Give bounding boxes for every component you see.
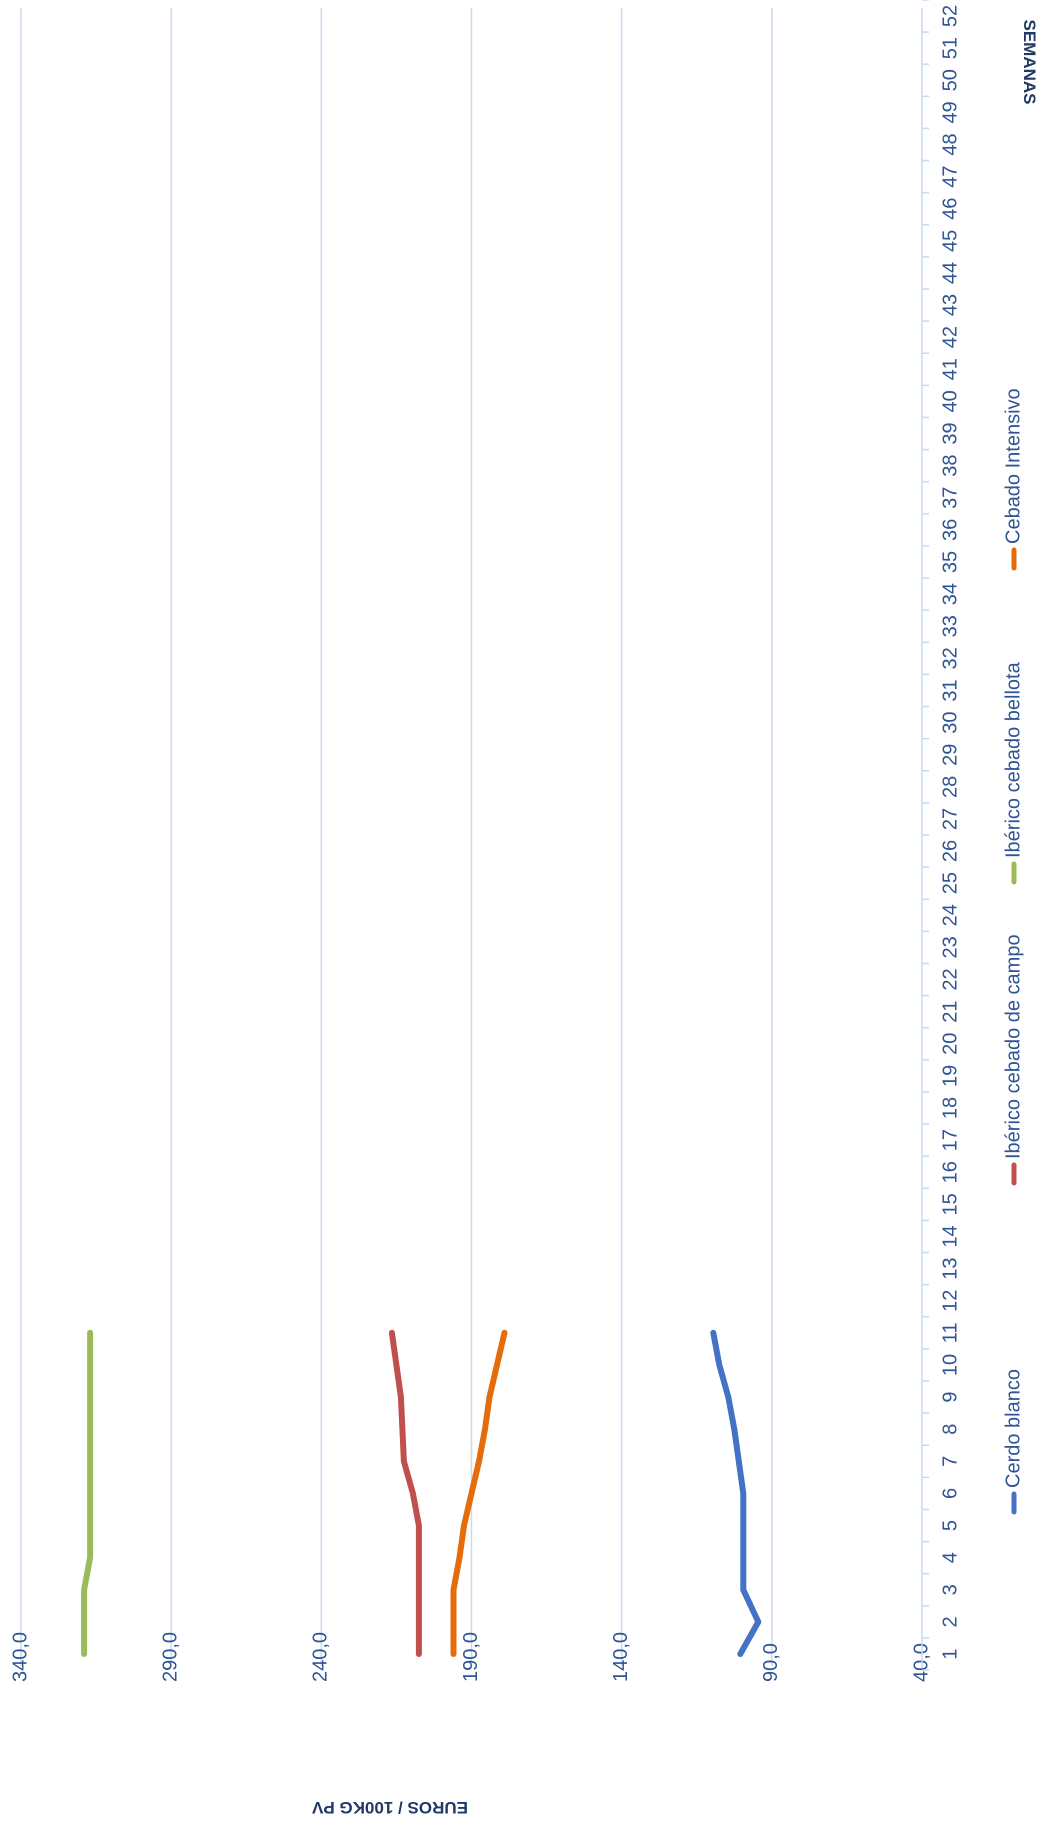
axes: 40,090,0140,0190,0240,0290,0340,01234567… — [9, 0, 961, 1682]
y-tick-label: 290,0 — [159, 1632, 181, 1682]
x-tick-label: 52 — [939, 5, 961, 27]
x-tick-label: 33 — [939, 615, 961, 637]
x-tick-label: 3 — [939, 1584, 961, 1595]
legend-label-cebado-intensivo: Cebado Intensivo — [1002, 388, 1024, 544]
x-tick-label: 21 — [939, 1001, 961, 1023]
x-tick-label: 51 — [939, 37, 961, 59]
y-tick-label: 190,0 — [460, 1632, 482, 1682]
x-tick-label: 41 — [939, 358, 961, 380]
x-tick-label: 35 — [939, 551, 961, 573]
x-tick-label: 15 — [939, 1193, 961, 1215]
y-tick-label: 90,0 — [760, 1643, 782, 1682]
x-tick-label: 5 — [939, 1520, 961, 1531]
series-line-cebado-intensivo — [450, 1329, 508, 1657]
x-tick-label: 42 — [939, 326, 961, 348]
gridlines — [20, 8, 773, 1666]
x-tick-label: 29 — [939, 744, 961, 766]
x-tick-label: 31 — [939, 679, 961, 701]
legend-label-iberico-cebado-de-campo: Ibérico cebado de campo — [1002, 934, 1024, 1159]
x-tick-label: 47 — [939, 165, 961, 187]
x-tick-label: 45 — [939, 230, 961, 252]
x-tick-label: 1 — [939, 1648, 961, 1659]
legend-label-cerdo-blanco: Cerdo blanco — [1002, 1369, 1024, 1488]
x-tick-label: 27 — [939, 808, 961, 830]
x-tick-label: 10 — [939, 1354, 961, 1376]
series-line-iberico-cebado-de-campo — [388, 1329, 422, 1657]
x-tick-label: 4 — [939, 1552, 961, 1563]
x-tick-label: 50 — [939, 69, 961, 91]
x-tick-label: 11 — [939, 1322, 961, 1343]
x-tick-label: 14 — [939, 1225, 961, 1247]
x-tick-label: 36 — [939, 519, 961, 541]
legend-label-iberico-cebado-bellota: Ibérico cebado bellota — [1002, 661, 1024, 858]
x-tick-label: 7 — [939, 1456, 961, 1467]
y-tick-label: 140,0 — [610, 1632, 632, 1682]
x-axis-title: SEMANAS — [1020, 19, 1039, 104]
x-tick-label: 6 — [939, 1488, 961, 1499]
x-tick-label: 43 — [939, 294, 961, 316]
x-tick-label: 26 — [939, 840, 961, 862]
x-tick-label: 25 — [939, 872, 961, 894]
y-tick-label: 340,0 — [9, 1632, 31, 1682]
x-tick-label: 49 — [939, 101, 961, 123]
x-tick-label: 17 — [939, 1129, 961, 1151]
x-tick-label: 30 — [939, 711, 961, 733]
legend: Cerdo blanco Ibérico cebado de campo Ibéri… — [1002, 388, 1024, 1515]
x-tick-label: 40 — [939, 390, 961, 412]
x-tick-label: 48 — [939, 133, 961, 155]
x-tick-label: 18 — [939, 1097, 961, 1119]
x-tick-label: 32 — [939, 647, 961, 669]
x-tick-label: 23 — [939, 936, 961, 958]
series-line-cerdo-blanco — [710, 1329, 762, 1657]
x-tick-label: 22 — [939, 968, 961, 990]
x-tick-label: 38 — [939, 455, 961, 477]
x-tick-label: 37 — [939, 487, 961, 509]
series-lines — [81, 1329, 762, 1657]
x-tick-label: 24 — [939, 904, 961, 926]
x-tick-label: 9 — [939, 1391, 961, 1402]
x-tick-label: 2 — [939, 1616, 961, 1627]
x-tick-label: 8 — [939, 1424, 961, 1435]
x-tick-label: 39 — [939, 422, 961, 444]
x-tick-label: 44 — [939, 262, 961, 284]
x-tick-label: 12 — [939, 1290, 961, 1312]
y-tick-label: 240,0 — [310, 1632, 332, 1682]
x-tick-label: 16 — [939, 1161, 961, 1183]
series-line-iberico-cebado-bellota — [81, 1329, 94, 1657]
x-tick-label: 46 — [939, 198, 961, 220]
y-axis-title: EUROS / 100KG PV — [311, 1798, 468, 1817]
x-tick-label: 19 — [939, 1065, 961, 1087]
x-tick-label: 34 — [939, 583, 961, 605]
x-tick-label: 28 — [939, 776, 961, 798]
x-tick-label: 13 — [939, 1257, 961, 1279]
x-tick-label: 20 — [939, 1033, 961, 1055]
